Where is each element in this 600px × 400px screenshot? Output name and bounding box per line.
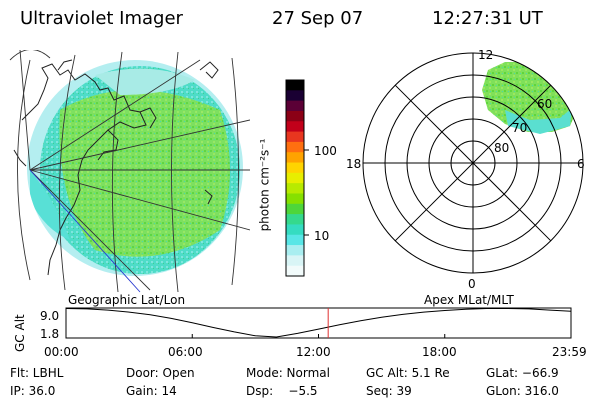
colorbar [285, 79, 309, 277]
mlt-label-6: 6 [577, 157, 585, 171]
altitude-series-line [65, 308, 572, 338]
info-door: Door: Open [126, 366, 195, 380]
info-glon: GLon: 316.0 [486, 384, 559, 398]
colorbar-tick-100: 100 [314, 144, 337, 158]
altitude-plot-frame [65, 307, 572, 339]
colorbar-swatch [286, 214, 304, 226]
colorbar-swatch [286, 234, 304, 246]
mlt-label-18: 18 [346, 157, 361, 171]
colorbar-swatch [286, 80, 304, 91]
latlon-grid [9, 50, 250, 293]
colorbar-swatch [286, 121, 304, 133]
mlat-label-70: 70 [512, 121, 527, 135]
alt-xtick-0: 00:00 [44, 345, 79, 359]
colorbar-tick-10: 10 [314, 229, 330, 243]
colorbar-swatch [286, 90, 304, 102]
alt-xtick-4: 23:59 [552, 345, 587, 359]
colorbar-swatch [286, 152, 304, 164]
alt-ytick-bottom: 1.8 [40, 327, 59, 341]
colorbar-swatch [286, 141, 304, 153]
alt-xtick-1: 06:00 [168, 345, 203, 359]
altitude-plot: 9.0 1.8 GC Alt [13, 307, 572, 352]
alt-ytick-top: 9.0 [40, 309, 59, 323]
time-label: 12:27:31 UT [432, 8, 543, 29]
colorbar-swatch [286, 183, 304, 195]
colorbar-swatch [286, 255, 304, 267]
colorbar-swatch [286, 131, 304, 143]
mlt-label-12: 12 [478, 48, 493, 62]
alt-xtick-2: 12:00 [296, 345, 331, 359]
apex-caption: Apex MLat/MLT [424, 293, 514, 307]
colorbar-swatch [286, 100, 304, 112]
colorbar-swatch [286, 265, 304, 277]
geographic-map: . [9, 50, 250, 293]
colorbar-swatch [286, 193, 304, 205]
colorbar-frame [285, 79, 305, 277]
colorbar-unit-label: photon cm⁻²s⁻¹ [257, 138, 272, 232]
polar-grid [362, 52, 584, 274]
info-gain: Gain: 14 [126, 384, 177, 398]
colorbar-swatch [286, 224, 304, 236]
info-flt: Flt: LBHL [10, 366, 64, 380]
mlat-label-80: 80 [494, 141, 509, 155]
colorbar-swatch [286, 110, 304, 122]
colorbar-swatch [286, 172, 304, 184]
info-glat: GLat: −66.9 [486, 366, 559, 380]
colorbar-swatch [286, 162, 304, 174]
date-label: 27 Sep 07 [272, 8, 364, 29]
alt-xtick-3: 18:00 [422, 345, 457, 359]
mlt-label-0: 0 [468, 277, 476, 291]
colorbar-swatch [286, 245, 304, 256]
geographic-caption: Geographic Lat/Lon [68, 293, 185, 307]
info-seq: Seq: 39 [366, 384, 412, 398]
colorbar-swatch [286, 203, 304, 215]
polar-plot: 12 18 6 0 60 70 80 [346, 48, 585, 291]
info-ip: IP: 36.0 [10, 384, 56, 398]
info-dsp: Dsp: −5.5 [246, 384, 318, 398]
info-gcalt: GC Alt: 5.1 Re [366, 366, 450, 380]
alt-ylabel: GC Alt [13, 314, 27, 352]
app-title: Ultraviolet Imager [20, 8, 183, 29]
mlat-label-60: 60 [537, 97, 552, 111]
info-mode: Mode: Normal [246, 366, 330, 380]
